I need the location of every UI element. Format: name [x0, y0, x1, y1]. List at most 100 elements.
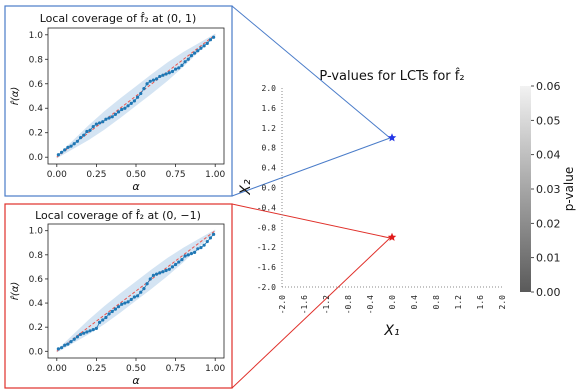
coverage-point	[135, 294, 140, 298]
star-marker-top	[387, 133, 397, 142]
coverage-point	[97, 320, 102, 324]
confidence-band-area	[56, 229, 216, 353]
x-tick-label: 0.00	[47, 170, 67, 180]
y-tick-label: 0.4	[29, 299, 44, 309]
coverage-point	[113, 112, 118, 116]
main-y-ticks: -2.0 -1.6 -1.2 -0.8 -0.4 0.0 0.4 0.8 1.2 1.6 2.0	[257, 84, 283, 292]
coverage-point	[145, 82, 149, 86]
main-xlabel: X₁	[383, 323, 399, 339]
coverage-point	[183, 254, 187, 258]
identity-line	[56, 230, 216, 352]
coverage-point	[120, 107, 124, 112]
coverage-point	[193, 51, 197, 55]
coverage-point	[69, 144, 73, 148]
x-tick-label: 0.4	[410, 295, 419, 310]
coverage-point	[189, 252, 194, 256]
coverage-point	[129, 101, 133, 105]
inset-bottom-y-ticks: 0.0 0.2 0.4 0.6 0.8 1.0	[29, 227, 48, 357]
coverage-point	[212, 232, 216, 236]
coverage-point	[113, 307, 118, 311]
coverage-point	[205, 239, 209, 244]
colorbar-label: p-value	[562, 167, 576, 211]
coverage-point	[161, 73, 165, 77]
coverage-point	[151, 78, 156, 82]
inset-bottom-title: Local coverage of f̂₂ at (0, −1)	[35, 209, 201, 222]
inset-bottom-x-ticks: 0.00 0.25 0.50 0.75 1.00	[47, 358, 225, 374]
coverage-point	[120, 302, 124, 306]
coverage-point	[193, 250, 197, 255]
x-tick-label: 0.25	[86, 364, 106, 374]
star-marker-bottom	[387, 232, 397, 241]
coverage-point	[72, 142, 76, 146]
inset-bottom-points	[56, 232, 216, 351]
y-tick-label: 1.0	[29, 227, 44, 237]
coverage-point	[142, 87, 146, 91]
main-title: P-values for LCTs for f̂₂	[319, 69, 464, 84]
connector-line-top-lower	[231, 137, 391, 197]
colorbar-tick-label: 0.03	[536, 183, 561, 196]
coverage-point	[208, 38, 213, 42]
coverage-point	[59, 346, 64, 350]
inset-top-title: Local coverage of f̂₂ at (0, 1)	[40, 12, 197, 25]
coverage-point	[94, 122, 98, 126]
coverage-point	[145, 282, 149, 286]
coverage-point	[123, 106, 127, 110]
coverage-point	[212, 35, 216, 39]
coverage-point	[132, 99, 137, 103]
coverage-point	[129, 297, 133, 302]
main-x-ticks: -2.0 -1.6 -1.2 -0.8 -0.4 0.0 0.4 0.8 1.2 1.6 2.0	[278, 286, 507, 314]
coverage-point	[208, 236, 213, 240]
coverage-point	[56, 153, 60, 157]
main-star-markers	[387, 133, 397, 241]
x-tick-label: 0.75	[166, 364, 186, 374]
y-tick-label: 0.8	[29, 251, 44, 261]
coverage-point	[183, 60, 187, 64]
inset-top-coverage-plot: Local coverage of f̂₂ at (0, 1) 0.00 0.25…	[4, 5, 233, 197]
x-tick-label: 0.0	[388, 295, 397, 310]
colorbar-ticks: 0.00 0.01 0.02 0.03 0.04 0.05 0.06	[531, 80, 561, 299]
inset-bottom-confidence-band	[56, 229, 216, 353]
coverage-point	[177, 260, 181, 264]
coverage-point	[104, 315, 108, 320]
coverage-point	[174, 262, 178, 267]
x-tick-label: 0.25	[86, 170, 106, 180]
colorbar-tick-label: 0.05	[536, 114, 561, 127]
pvalue-colorbar: 0.00 0.01 0.02 0.03 0.04 0.05 0.06 p-value	[520, 80, 576, 299]
inset-bottom-ylabel: r̂(α)	[9, 282, 21, 301]
coverage-point	[158, 271, 162, 275]
coverage-point	[180, 258, 184, 262]
y-tick-label: 0.8	[29, 55, 44, 65]
inset-top-ylabel: r̂(α)	[9, 87, 21, 106]
y-tick-label: 1.0	[29, 31, 44, 41]
x-tick-label: 0.50	[126, 170, 146, 180]
colorbar-tick-label: 0.02	[536, 217, 561, 230]
pvalue-scatter-plot: P-values for LCTs for f̂₂ -2.0 -1.6 -1.2 -0…	[238, 69, 507, 339]
coverage-point	[199, 245, 203, 250]
coverage-point	[88, 329, 92, 333]
x-tick-label: 1.00	[205, 364, 225, 374]
colorbar-gradient	[520, 86, 531, 292]
y-tick-label: 0.4	[262, 164, 277, 173]
coverage-point	[107, 312, 111, 316]
x-tick-label: -0.8	[344, 295, 353, 314]
connector-line-top-upper	[231, 5, 391, 139]
main-ylabel: X₂	[238, 179, 254, 196]
coverage-point	[139, 290, 143, 294]
inset-top-xlabel: α	[132, 180, 140, 193]
y-tick-label: -1.2	[257, 243, 276, 252]
y-tick-label: 0.8	[262, 144, 277, 153]
coverage-point	[142, 286, 146, 291]
x-tick-label: -1.2	[322, 295, 331, 314]
coverage-point	[78, 332, 83, 337]
x-tick-label: -0.4	[366, 295, 375, 314]
coverage-point	[164, 72, 168, 76]
y-tick-label: 0.6	[29, 275, 44, 285]
coverage-point	[164, 268, 168, 273]
coverage-point	[59, 150, 64, 154]
coverage-point	[63, 148, 67, 152]
y-tick-label: 0.0	[262, 184, 277, 193]
inset-bottom-diagonal	[56, 230, 216, 352]
coverage-point	[66, 342, 70, 346]
coverage-point	[177, 66, 181, 70]
